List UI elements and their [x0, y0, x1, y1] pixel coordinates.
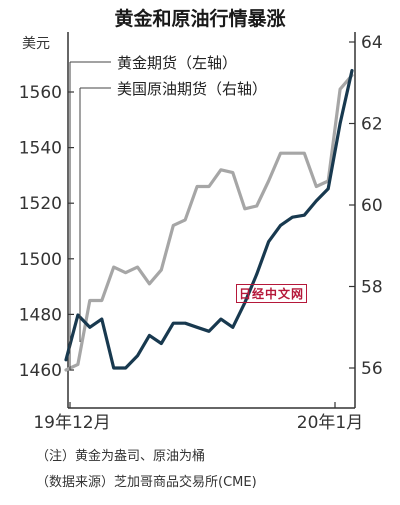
chart-canvas: 1460 1480 1500 1520 1540 1560 56 58 60 62 64 19年12月… [19, 32, 383, 433]
axes: 1460 1480 1500 1520 1540 1560 56 58 60 62 64 19年12月… [19, 32, 383, 433]
note-units: （注）黄金为盎司、原油为桶 [36, 449, 206, 464]
right-tick-label: 58 [361, 278, 383, 298]
left-tick-label: 1540 [19, 139, 62, 159]
x-tick-label: 19年12月 [33, 413, 110, 433]
legend-gold-label: 黄金期货（左轴） [117, 54, 237, 72]
right-tick-label: 56 [361, 359, 383, 379]
left-axis-unit: 美元 [22, 36, 50, 52]
right-tick-label: 60 [361, 196, 383, 216]
left-tick-label: 1480 [19, 305, 62, 325]
right-tick-label: 64 [361, 33, 383, 53]
oil-futures-line [64, 68, 354, 370]
left-tick-label: 1560 [19, 83, 62, 103]
x-tick-label: 20年1月 [297, 413, 363, 433]
gold-futures-line [64, 73, 354, 372]
left-tick-label: 1500 [19, 250, 62, 270]
series-layer [64, 68, 354, 372]
left-tick-label: 1460 [19, 361, 62, 381]
nikkei-chinese-logo: 日经中文网 [236, 284, 308, 303]
right-tick-label: 62 [361, 115, 383, 135]
chart-title: 黄金和原油行情暴涨 [114, 8, 286, 30]
note-source: （数据来源）芝加哥商品交易所(CME) [36, 475, 257, 490]
legend: 黄金期货（左轴） 美国原油期货（右轴） [69, 54, 267, 370]
legend-oil-label: 美国原油期货（右轴） [117, 80, 267, 98]
left-tick-label: 1520 [19, 194, 62, 214]
